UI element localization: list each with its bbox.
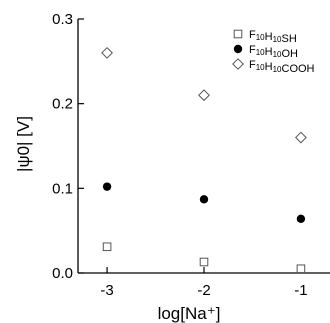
- legend-marker: [233, 29, 243, 39]
- x-tick-label: -3: [100, 282, 113, 299]
- legend-marker: [233, 44, 243, 54]
- x-tick-label: -1: [294, 282, 307, 299]
- y-tick-label: 0.0: [52, 265, 73, 282]
- legend-label: F10H10SH: [249, 29, 297, 45]
- y-tick-label: 0.3: [52, 11, 73, 28]
- data-point: [296, 214, 306, 224]
- legend-label: F10H10OH: [249, 44, 298, 60]
- data-point: [101, 46, 113, 59]
- data-point: [199, 257, 209, 267]
- ticks: 0.0 0.1 0.2 0.3 -3 -2 -1: [52, 11, 307, 299]
- data-point: [102, 182, 112, 191]
- x-axis-label: log[Na⁺]: [158, 304, 221, 323]
- legend-label: F10H10COOH: [249, 59, 315, 75]
- y-tick-label: 0.2: [52, 96, 73, 113]
- data-point: [198, 89, 210, 102]
- data-point: [295, 131, 307, 144]
- x-tick-label: -2: [197, 282, 210, 299]
- data-point: [199, 195, 209, 204]
- y-tick-label: 0.1: [52, 180, 73, 197]
- data-point: [296, 264, 306, 274]
- legend-marker: [232, 58, 244, 70]
- y-axis-label: |ψ0| [V]: [14, 116, 33, 172]
- data-points: [101, 46, 307, 274]
- data-point: [102, 242, 112, 252]
